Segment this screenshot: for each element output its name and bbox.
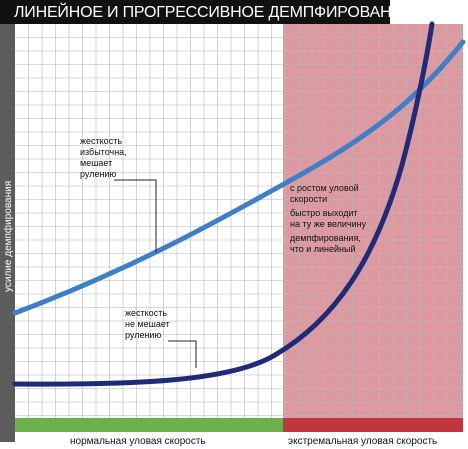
extreme-speed-bar xyxy=(283,418,463,432)
progressive-damping-curve xyxy=(12,21,435,387)
grid xyxy=(15,24,463,418)
note-linear-4: рулению xyxy=(80,169,116,179)
note-crossover-3: быстро выходит xyxy=(290,208,358,218)
leader-line-progressive xyxy=(168,340,197,368)
note-progressive-3: рулению xyxy=(125,330,161,340)
note-linear-2: избыточна, xyxy=(80,147,127,157)
note-crossover-6: что и линейный xyxy=(290,244,356,254)
leader-line-linear xyxy=(114,179,157,252)
note-crossover-4: на ту же величину xyxy=(290,219,367,229)
x-label-extreme: экстремальная уловая скорость xyxy=(288,436,437,447)
extreme-zone-background xyxy=(283,24,463,418)
note-linear-3: мешает xyxy=(80,158,112,168)
normal-speed-bar xyxy=(15,418,283,432)
note-crossover-2: скорости xyxy=(290,194,327,204)
note-crossover-1: с ростом уловой xyxy=(290,183,359,193)
note-crossover-5: демпфирования, xyxy=(290,233,361,243)
y-axis-band xyxy=(0,24,15,442)
note-progressive-2: не мешает xyxy=(125,319,170,329)
x-label-normal: нормальная уловая скорость xyxy=(70,436,206,447)
chart-title: ЛИНЕЙНОЕ И ПРОГРЕССИВНОЕ ДЕМПФИРОВАНИЕ xyxy=(0,0,413,24)
y-axis-label: усилие демпфирования xyxy=(2,181,14,292)
note-linear-1: жесткость xyxy=(80,136,122,146)
note-progressive-1: жесткость xyxy=(125,308,167,318)
